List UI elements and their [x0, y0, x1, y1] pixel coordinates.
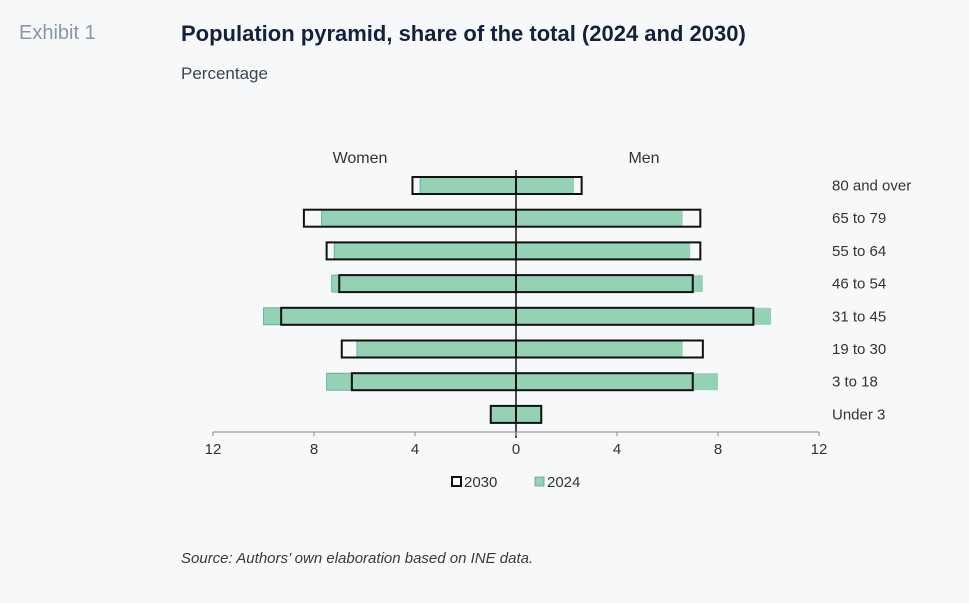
category-label: 19 to 30	[832, 341, 886, 358]
source-note: Source: Authors’ own elaboration based o…	[181, 550, 534, 567]
bar-2024-men	[516, 340, 683, 358]
legend-swatch-2024	[534, 476, 545, 487]
category-label: 3 to 18	[832, 374, 878, 391]
bar-2024-men	[516, 275, 703, 293]
x-tick-label: 12	[205, 441, 222, 458]
bar-2024-men	[516, 307, 772, 325]
category-label: Under 3	[832, 406, 885, 423]
bar-2024-men	[516, 405, 542, 423]
bar-2024-women	[331, 274, 517, 293]
chart-subtitle: Percentage	[181, 64, 268, 83]
x-tick-label: 12	[811, 441, 828, 458]
exhibit-label: Exhibit 1	[19, 22, 96, 44]
legend-swatch-2030	[451, 476, 462, 487]
bar-2024-women	[263, 307, 517, 326]
x-tick-label: 8	[310, 441, 318, 458]
bar-2024-women	[333, 241, 517, 260]
bar-2024-men	[516, 177, 575, 194]
bar-2024-women	[356, 340, 517, 358]
category-labels: 80 and over 65 to 79 55 to 64 46 to 54 31 to…	[832, 178, 911, 424]
category-label: 46 to 54	[832, 276, 886, 293]
legend: 2030 2024	[451, 474, 580, 491]
legend-label-2030: 2030	[464, 474, 497, 491]
x-tick-label: 0	[512, 441, 520, 458]
bar-2024-men	[516, 373, 718, 391]
women-side-label: Women	[333, 150, 388, 167]
category-label: 65 to 79	[832, 210, 886, 227]
bar-2024-women	[326, 372, 517, 391]
men-side-label: Men	[628, 150, 659, 167]
x-axis-ticks: 12 8 4 0 4 8 12	[205, 432, 828, 458]
bar-2024-women	[419, 176, 517, 195]
bar-2024-men	[516, 209, 683, 227]
x-tick-label: 8	[714, 441, 722, 458]
x-tick-label: 4	[411, 441, 419, 458]
x-tick-label: 4	[613, 441, 621, 458]
bar-2024-women	[321, 209, 517, 228]
category-label: 55 to 64	[832, 243, 886, 260]
series-2024-bars	[263, 176, 772, 424]
bar-2024-men	[516, 242, 691, 260]
category-label: 80 and over	[832, 178, 911, 195]
category-label: 31 to 45	[832, 308, 886, 325]
legend-label-2024: 2024	[547, 474, 580, 491]
bar-2024-women	[490, 405, 517, 424]
chart-title: Population pyramid, share of the total (…	[181, 21, 746, 46]
